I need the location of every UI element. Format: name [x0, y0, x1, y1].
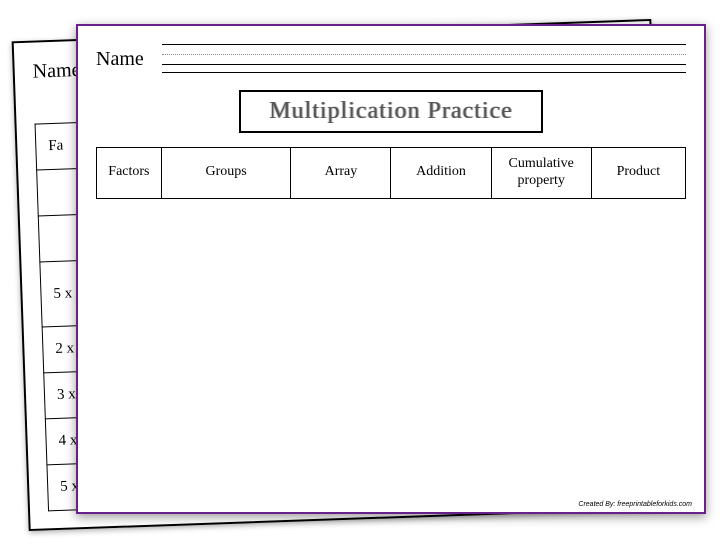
table-header-row: Factors Groups Array Addition Cumulative… [97, 148, 686, 199]
header-row: Name [96, 40, 686, 72]
header-product: Product [591, 148, 685, 199]
name-label: Name [96, 40, 144, 71]
header-groups: Groups [161, 148, 291, 199]
page-title: Multiplication Practice [269, 98, 513, 125]
name-writing-lines [162, 40, 686, 72]
title-box: Multiplication Practice [239, 90, 543, 133]
header-factors: Factors [97, 148, 162, 199]
header-cumulative: Cumulative property [491, 148, 591, 199]
header-array: Array [291, 148, 391, 199]
credit-text: Created By: freeprintableforkids.com [578, 501, 692, 508]
header-addition: Addition [391, 148, 491, 199]
main-worksheet: Name Multiplication Practice Factors Gro… [76, 24, 706, 514]
multiplication-table: Factors Groups Array Addition Cumulative… [96, 147, 686, 199]
